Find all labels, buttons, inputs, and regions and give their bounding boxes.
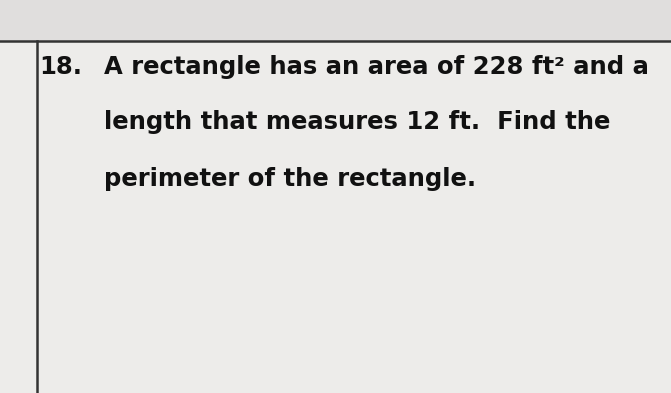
Text: 18.: 18. — [39, 55, 82, 79]
Text: A rectangle has an area of 228 ft² and a: A rectangle has an area of 228 ft² and a — [104, 55, 649, 79]
Text: length that measures 12 ft.  Find the: length that measures 12 ft. Find the — [104, 110, 611, 134]
Text: perimeter of the rectangle.: perimeter of the rectangle. — [104, 167, 476, 191]
FancyBboxPatch shape — [0, 0, 671, 41]
